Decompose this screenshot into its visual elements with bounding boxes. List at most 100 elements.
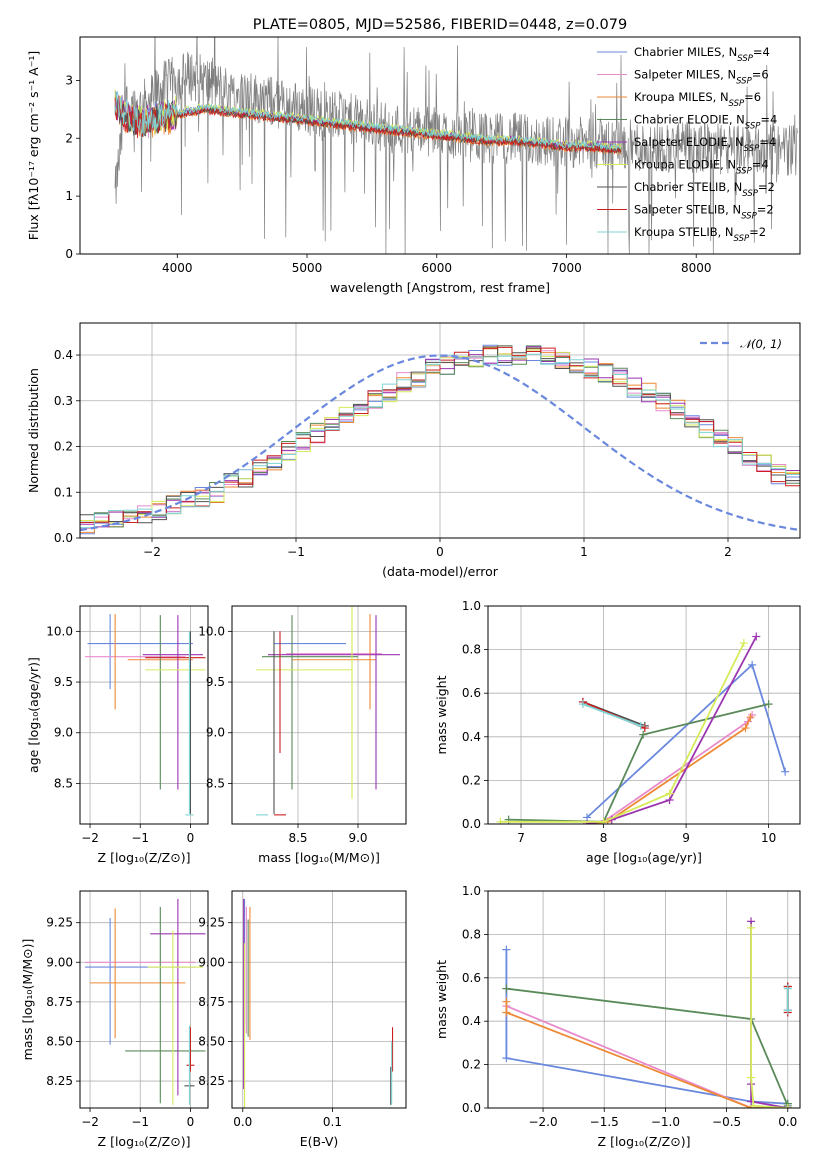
y-axis-label: Normed distribution: [26, 368, 41, 493]
mass-weight-point-marker: [752, 632, 761, 641]
plot-area-weight_vs_z: [502, 917, 792, 1108]
y-tick-label: 1.0: [462, 884, 481, 898]
mass-weight-series-line: [506, 987, 789, 1107]
x-tick-label: 8000: [681, 261, 712, 275]
y-tick-label: 9.00: [46, 955, 73, 969]
mass-weight-point-marker: [747, 1073, 756, 1082]
x-tick-label: 9: [682, 831, 690, 845]
x-tick-label: −1: [131, 1115, 149, 1129]
x-tick-label: −2: [81, 831, 99, 845]
x-tick-label: 5000: [292, 261, 323, 275]
x-axis-label: Z [log₁₀(Z/Z⊙)]: [98, 1134, 191, 1149]
mass-weight-point-marker: [739, 639, 748, 648]
mass-weight-point-marker: [502, 945, 511, 954]
mass-weight-point-marker: [502, 997, 511, 1006]
x-tick-label: −2: [143, 545, 161, 559]
y-tick-label: 1: [65, 189, 73, 203]
panel-mass_vs_ebv: 0.0 0.1 8.25 8.50 8.75 9.00 9.25 E(B-V): [198, 890, 407, 1149]
plot-area-residuals: [80, 344, 800, 535]
y-tick-label: 0.2: [462, 1058, 481, 1072]
plot-area-weight_vs_age: [496, 632, 790, 824]
mass-weight-point-marker: [764, 700, 773, 709]
x-tick-label: 0.0: [233, 1115, 252, 1129]
mass-weight-series-line: [586, 716, 752, 824]
axes-frame: [79, 605, 209, 825]
y-axis-label: mass weight: [434, 675, 449, 754]
y-tick-label: 0.8: [462, 927, 481, 941]
y-tick-label: 9.0: [206, 726, 225, 740]
y-tick-label: 8.75: [198, 995, 225, 1009]
mass-weight-point-marker: [640, 724, 649, 733]
legend-label: 𝒩(0, 1): [740, 337, 782, 351]
mass-weight-point-marker: [502, 1008, 511, 1017]
axes-frame: [487, 890, 801, 1109]
x-tick-label: 1: [580, 545, 588, 559]
mass-weight-series-line: [750, 927, 788, 1108]
x-tick-label: 0.0: [778, 1115, 797, 1129]
model-spectrum-line: [114, 91, 622, 151]
axes-frame: [487, 605, 801, 825]
normal-distribution-curve: [80, 354, 800, 532]
panel-spectrum: 4000 5000 6000 7000 8000 0 1 2 3 wavelength [Angs…: [26, 36, 801, 295]
mass-weight-series-line: [505, 1001, 788, 1108]
mass-weight-point-marker: [502, 984, 511, 993]
x-tick-label: 6000: [421, 261, 452, 275]
y-tick-label: 2: [65, 131, 73, 145]
axes-frame: [79, 890, 209, 1109]
axes-frame: [79, 36, 801, 255]
residual-histogram-step: [80, 345, 800, 528]
legend-label: Kroupa STELIB, NSSP=2: [634, 225, 766, 244]
mass-weight-series-line: [586, 714, 753, 824]
x-tick-label: 7: [517, 831, 525, 845]
mass-weight-point-marker: [749, 1101, 758, 1108]
y-tick-label: 0.8: [462, 643, 481, 657]
y-tick-label: 8.75: [46, 995, 73, 1009]
mass-weight-series-line: [506, 1005, 788, 1108]
mass-weight-series-line: [582, 703, 642, 727]
axes-frame: [231, 605, 407, 825]
plot-area-mass_vs_z: [85, 898, 206, 1105]
x-tick-label: −1.0: [651, 1115, 680, 1129]
y-tick-label: 10.0: [46, 624, 73, 638]
mass-weight-point-marker: [748, 660, 757, 669]
y-tick-label: 8.25: [198, 1074, 225, 1088]
legend-label: Salpeter ELODIE, NSSP=4: [634, 135, 776, 154]
mass-weight-point-marker: [783, 984, 792, 993]
y-tick-label: 0: [65, 247, 73, 261]
y-tick-label: 9.5: [54, 675, 73, 689]
y-axis-label: mass weight: [434, 960, 449, 1039]
y-tick-label: 8.50: [46, 1034, 73, 1048]
x-axis-label: (data-model)/error: [382, 564, 499, 579]
axes-frame: [79, 322, 801, 539]
y-tick-label: 0.0: [462, 1101, 481, 1115]
mass-weight-point-marker: [636, 721, 645, 730]
mass-weight-series-line: [508, 703, 769, 823]
plot-area-mass_vs_ebv: [243, 898, 394, 1108]
y-tick-label: 9.5: [206, 675, 225, 689]
legend-label: Salpeter STELIB, NSSP=2: [634, 203, 774, 222]
legend-label: Chabrier MILES, NSSP=4: [634, 45, 770, 64]
panel-age_vs_z: −2 −1 0 8.5 9.0 9.5 10.0 Z [log₁₀(Z/Z⊙)] age [lo…: [26, 605, 209, 865]
x-tick-label: 0: [436, 545, 444, 559]
mass-weight-point-marker: [783, 1104, 792, 1108]
mass-weight-point-marker: [496, 817, 505, 824]
mass-weight-point-marker: [639, 730, 648, 739]
x-tick-label: 0: [187, 1115, 195, 1129]
panel-residuals: −2 −1 0 1 2 0.0 0.1 0.2 0.3 0.4 (data-model)/error…: [26, 322, 801, 579]
y-tick-label: 0.4: [54, 348, 73, 362]
y-tick-label: 8.5: [206, 776, 225, 790]
y-tick-label: 0.6: [462, 686, 481, 700]
legend-label: Chabrier STELIB, NSSP=2: [634, 180, 775, 199]
x-tick-label: 2: [724, 545, 732, 559]
x-tick-label: 8: [600, 831, 608, 845]
x-tick-label: 9.0: [348, 831, 367, 845]
panel-weight_vs_age: 7 8 9 10 0.0 0.2 0.4 0.6 0.8 1.0 age [log₁₀(age/yr…: [434, 599, 801, 865]
mass-weight-point-marker: [599, 817, 608, 824]
x-tick-label: −2: [81, 1115, 99, 1129]
x-tick-label: −1.5: [590, 1115, 619, 1129]
axes-frame: [231, 890, 407, 1109]
y-tick-label: 9.25: [46, 916, 73, 930]
legend-label: Kroupa ELODIE, NSSP=4: [634, 158, 769, 177]
y-tick-label: 8.5: [54, 776, 73, 790]
mass-weight-series-line: [505, 949, 788, 1105]
